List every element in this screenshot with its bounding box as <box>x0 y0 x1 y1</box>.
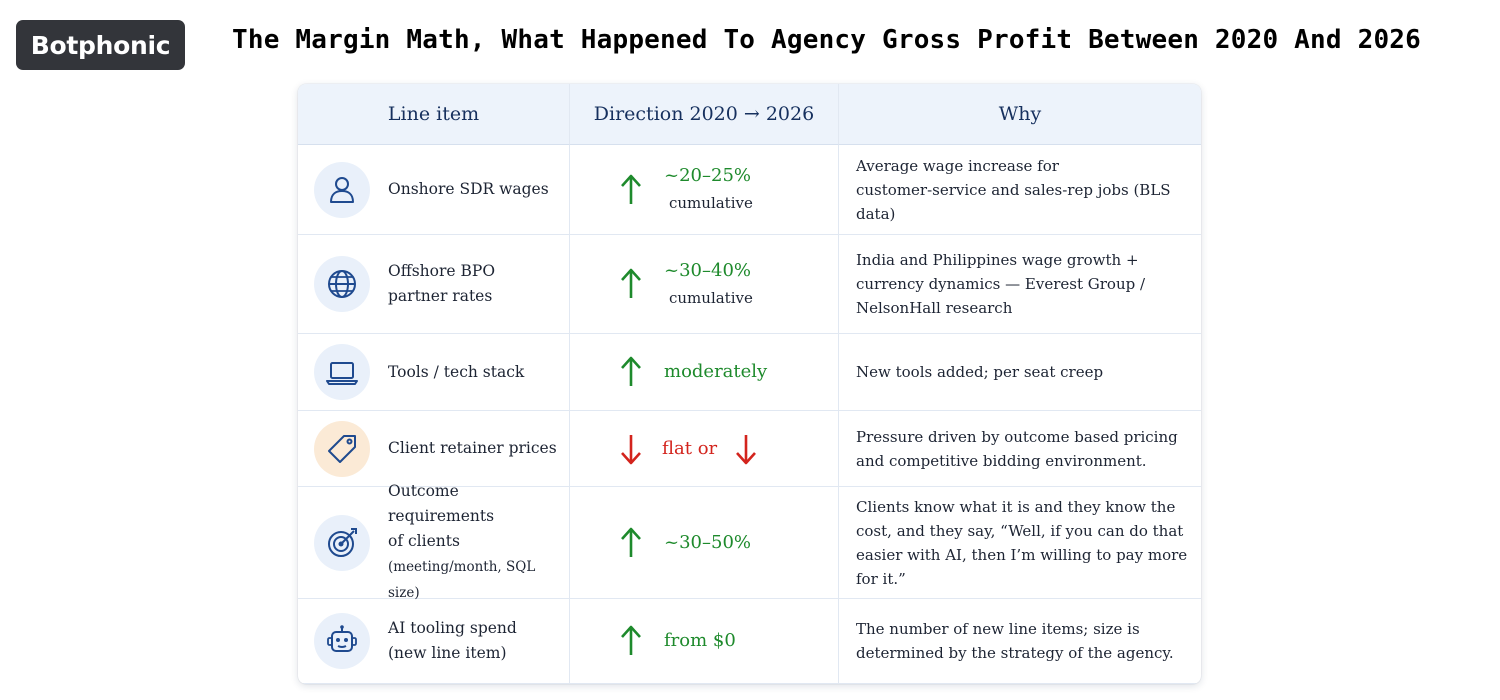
header-line-item: Line item <box>298 84 570 145</box>
line-item-text: AI tooling spend (new line item) <box>388 616 517 666</box>
direction-cell: ~30–40% cumulative <box>570 235 839 334</box>
direction-change: from $0 <box>664 630 736 651</box>
globe-icon <box>314 256 370 312</box>
line-item-cell: AI tooling spend (new line item) <box>298 599 570 684</box>
header-direction: Direction 2020 → 2026 <box>570 84 839 145</box>
why-cell: The number of new line items; size is de… <box>839 599 1201 684</box>
direction-change: flat or <box>662 437 718 459</box>
why-text: India and Philippines wage growth + curr… <box>856 251 1146 317</box>
line-item-detail: (meeting/month, SQL size) <box>388 559 536 601</box>
direction-cell: moderately <box>570 334 839 411</box>
robot-icon <box>314 613 370 669</box>
why-cell: New tools added; per seat creep <box>839 334 1201 411</box>
why-cell: India and Philippines wage growth + curr… <box>839 235 1201 334</box>
page-title: The Margin Math, What Happened To Agency… <box>232 25 1421 55</box>
laptop-icon <box>314 344 370 400</box>
line-item-label: (new line item) <box>388 644 507 662</box>
arrow-down-icon <box>621 434 641 464</box>
tag-icon <box>314 420 370 477</box>
target-icon <box>314 514 370 571</box>
why-cell: Average wage increase for customer-servi… <box>839 145 1201 235</box>
line-item-label: Outcome requirements <box>388 482 495 525</box>
direction-change: moderately <box>664 361 768 382</box>
line-item-label: Onshore SDR wages <box>388 180 549 198</box>
why-cell: Clients know what it is and they know th… <box>839 487 1201 599</box>
why-text: Pressure driven by outcome based pricing… <box>856 427 1178 470</box>
direction-cell: flat or <box>570 411 839 487</box>
botphonic-logo: Botphonic <box>16 20 185 70</box>
why-text: Clients know what it is and they know th… <box>856 497 1188 588</box>
direction-note: cumulative <box>669 194 753 212</box>
why-cell: Pressure driven by outcome based pricing… <box>839 411 1201 487</box>
why-text: Average wage increase for customer-servi… <box>856 156 1171 223</box>
line-item-text: Outcome requirements of clients (meeting/m… <box>388 479 569 606</box>
line-item-text: Offshore BPO partner rates <box>388 259 495 309</box>
line-item-label: of clients <box>388 532 460 550</box>
why-text: New tools added; per seat creep <box>856 363 1104 381</box>
header-why: Why <box>839 84 1201 145</box>
arrow-down-icon <box>736 434 757 464</box>
line-item-cell: Onshore SDR wages <box>298 145 570 235</box>
arrow-up-icon <box>621 625 641 655</box>
line-item-cell: Offshore BPO partner rates <box>298 235 570 334</box>
why-text: The number of new line items; size is de… <box>856 620 1174 662</box>
line-item-label: partner rates <box>388 287 493 305</box>
line-item-label: Tools / tech stack <box>388 362 525 381</box>
user-icon <box>314 161 370 218</box>
arrow-up-icon <box>621 356 641 386</box>
line-item-text: Client retainer prices <box>388 436 557 461</box>
table-grid: Line item Direction 2020 → 2026 Why Onsh… <box>298 84 1201 684</box>
margin-table: Line item Direction 2020 → 2026 Why Onsh… <box>298 84 1201 684</box>
line-item-cell: Client retainer prices <box>298 411 570 487</box>
direction-cell: from $0 <box>570 599 839 684</box>
arrow-up-icon <box>621 527 641 557</box>
direction-note: cumulative <box>669 288 753 307</box>
direction-cell: ~30–50% <box>570 487 839 599</box>
line-item-label: Client retainer prices <box>388 439 557 457</box>
direction-change: ~20–25% cumulative <box>664 164 753 215</box>
line-item-label: Offshore BPO <box>388 262 496 280</box>
line-item-text: Onshore SDR wages <box>388 177 549 202</box>
line-item-label: AI tooling spend <box>388 619 517 637</box>
line-item-text: Tools / tech stack <box>388 360 524 385</box>
line-item-cell: Outcome requirements of clients (meeting/m… <box>298 482 570 601</box>
direction-change: ~30–40% cumulative <box>664 259 753 310</box>
direction-cell: ~20–25% cumulative <box>570 145 839 235</box>
arrow-up-icon <box>621 268 641 298</box>
line-item-cell: Tools / tech stack <box>298 334 570 411</box>
direction-change: ~30–50% <box>664 531 751 553</box>
arrow-up-icon <box>621 174 641 204</box>
